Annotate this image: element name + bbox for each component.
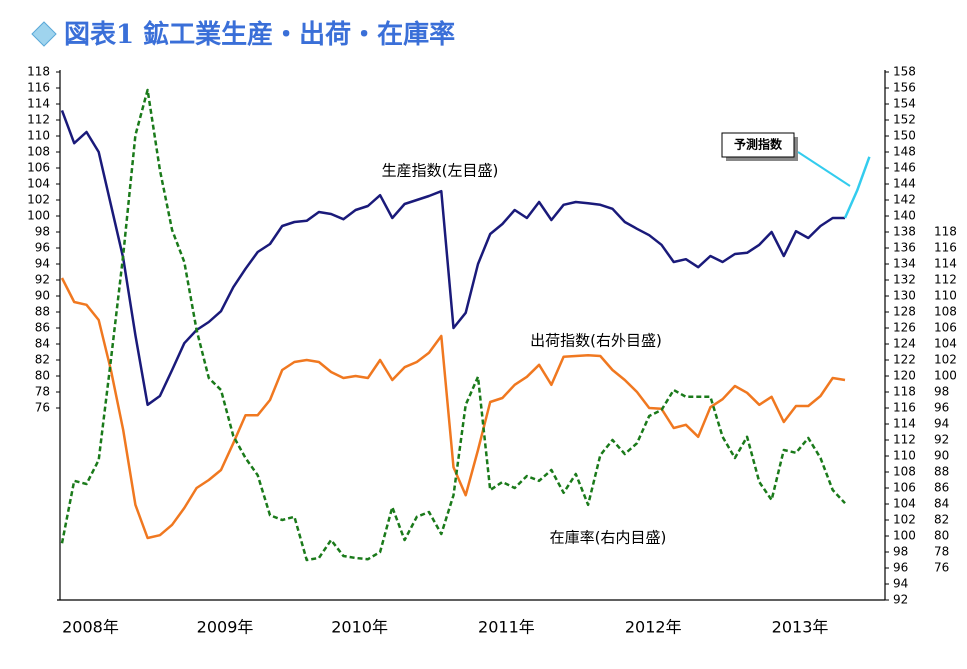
tick-label: 134 [893, 257, 916, 271]
tick-label: 116 [27, 81, 50, 95]
tick-label: 84 [35, 337, 50, 351]
series-line [60, 109, 845, 407]
tick-label: 112 [893, 433, 916, 447]
tick-label: 94 [893, 577, 908, 591]
tick-label: 106 [934, 321, 957, 335]
tick-label: 82 [934, 513, 949, 527]
tick-label: 114 [893, 417, 916, 431]
tick-label: 114 [934, 257, 957, 271]
tick-label: 132 [893, 273, 916, 287]
tick-label: 128 [893, 305, 916, 319]
tick-label: 96 [934, 401, 949, 415]
tick-label: 156 [893, 81, 916, 95]
tick-label: 116 [934, 241, 957, 255]
series-line [60, 277, 846, 540]
callout-label: 予測指数 [734, 137, 783, 152]
tick-label: 88 [934, 465, 949, 479]
tick-label: 112 [27, 113, 50, 127]
tick-label: 98 [934, 385, 949, 399]
tick-label: 100 [893, 529, 916, 543]
tick-label: 82 [35, 353, 50, 367]
tick-label: 84 [934, 497, 949, 511]
tick-label: 100 [934, 369, 957, 383]
tick-label: 78 [35, 385, 50, 399]
tick-label: 118 [934, 225, 957, 239]
tick-label: 102 [893, 513, 916, 527]
tick-label: 124 [893, 337, 916, 351]
tick-label: 96 [35, 241, 50, 255]
tick-label: 118 [893, 385, 916, 399]
tick-label: 150 [893, 129, 916, 143]
callout-box [721, 132, 795, 158]
tick-label: 148 [893, 145, 916, 159]
tick-label: 104 [27, 177, 50, 191]
tick-label: 92 [893, 593, 908, 607]
tick-label: 90 [35, 289, 50, 303]
tick-label: 94 [35, 257, 50, 271]
tick-label: 110 [27, 129, 50, 143]
tick-label: 102 [27, 193, 50, 207]
tick-label: 108 [27, 145, 50, 159]
tick-label: 144 [893, 177, 916, 191]
tick-label: 76 [35, 401, 50, 415]
tick-label: 106 [893, 481, 916, 495]
tick-label: 152 [893, 113, 916, 127]
tick-label: 140 [893, 209, 916, 223]
callout-arrow [797, 151, 851, 187]
title-icon [31, 21, 57, 47]
tick-label: 80 [35, 369, 50, 383]
series-line [843, 156, 871, 219]
tick-label: 126 [893, 321, 916, 335]
tick-label: 86 [934, 481, 949, 495]
tick-label: 142 [893, 193, 916, 207]
x-tick-label: 2011年 [478, 618, 535, 637]
x-tick-label: 2008年 [62, 618, 119, 637]
tick-label: 98 [35, 225, 50, 239]
annotation: 在庫率(右内目盛) [550, 529, 667, 547]
tick-label: 114 [27, 97, 50, 111]
tick-label: 112 [934, 273, 957, 287]
tick-label: 92 [934, 433, 949, 447]
x-tick-label: 2012年 [625, 618, 682, 637]
tick-label: 158 [893, 65, 916, 79]
series-line [60, 88, 846, 562]
tick-label: 116 [893, 401, 916, 415]
tick-label: 154 [893, 97, 916, 111]
tick-label: 96 [893, 561, 908, 575]
tick-label: 80 [934, 529, 949, 543]
tick-label: 76 [934, 561, 949, 575]
tick-label: 110 [934, 289, 957, 303]
tick-label: 130 [893, 289, 916, 303]
tick-label: 102 [934, 353, 957, 367]
tick-label: 104 [893, 497, 916, 511]
annotation: 出荷指数(右外目盛) [530, 332, 662, 350]
chart-title: 図表1 鉱工業生産・出荷・在庫率 [64, 19, 455, 50]
tick-label: 136 [893, 241, 916, 255]
tick-label: 108 [934, 305, 957, 319]
tick-label: 98 [893, 545, 908, 559]
tick-label: 118 [27, 65, 50, 79]
tick-label: 106 [27, 161, 50, 175]
tick-label: 146 [893, 161, 916, 175]
tick-label: 138 [893, 225, 916, 239]
tick-label: 110 [893, 449, 916, 463]
tick-label: 86 [35, 321, 50, 335]
tick-label: 88 [35, 305, 50, 319]
x-tick-label: 2010年 [331, 618, 388, 637]
tick-label: 122 [893, 353, 916, 367]
tick-label: 94 [934, 417, 949, 431]
annotation: 生産指数(左目盛) [382, 162, 499, 180]
tick-label: 120 [893, 369, 916, 383]
tick-label: 100 [27, 209, 50, 223]
x-tick-label: 2009年 [197, 618, 254, 637]
tick-label: 108 [893, 465, 916, 479]
tick-label: 90 [934, 449, 949, 463]
x-tick-label: 2013年 [772, 618, 829, 637]
tick-label: 104 [934, 337, 957, 351]
tick-label: 78 [934, 545, 949, 559]
tick-label: 92 [35, 273, 50, 287]
